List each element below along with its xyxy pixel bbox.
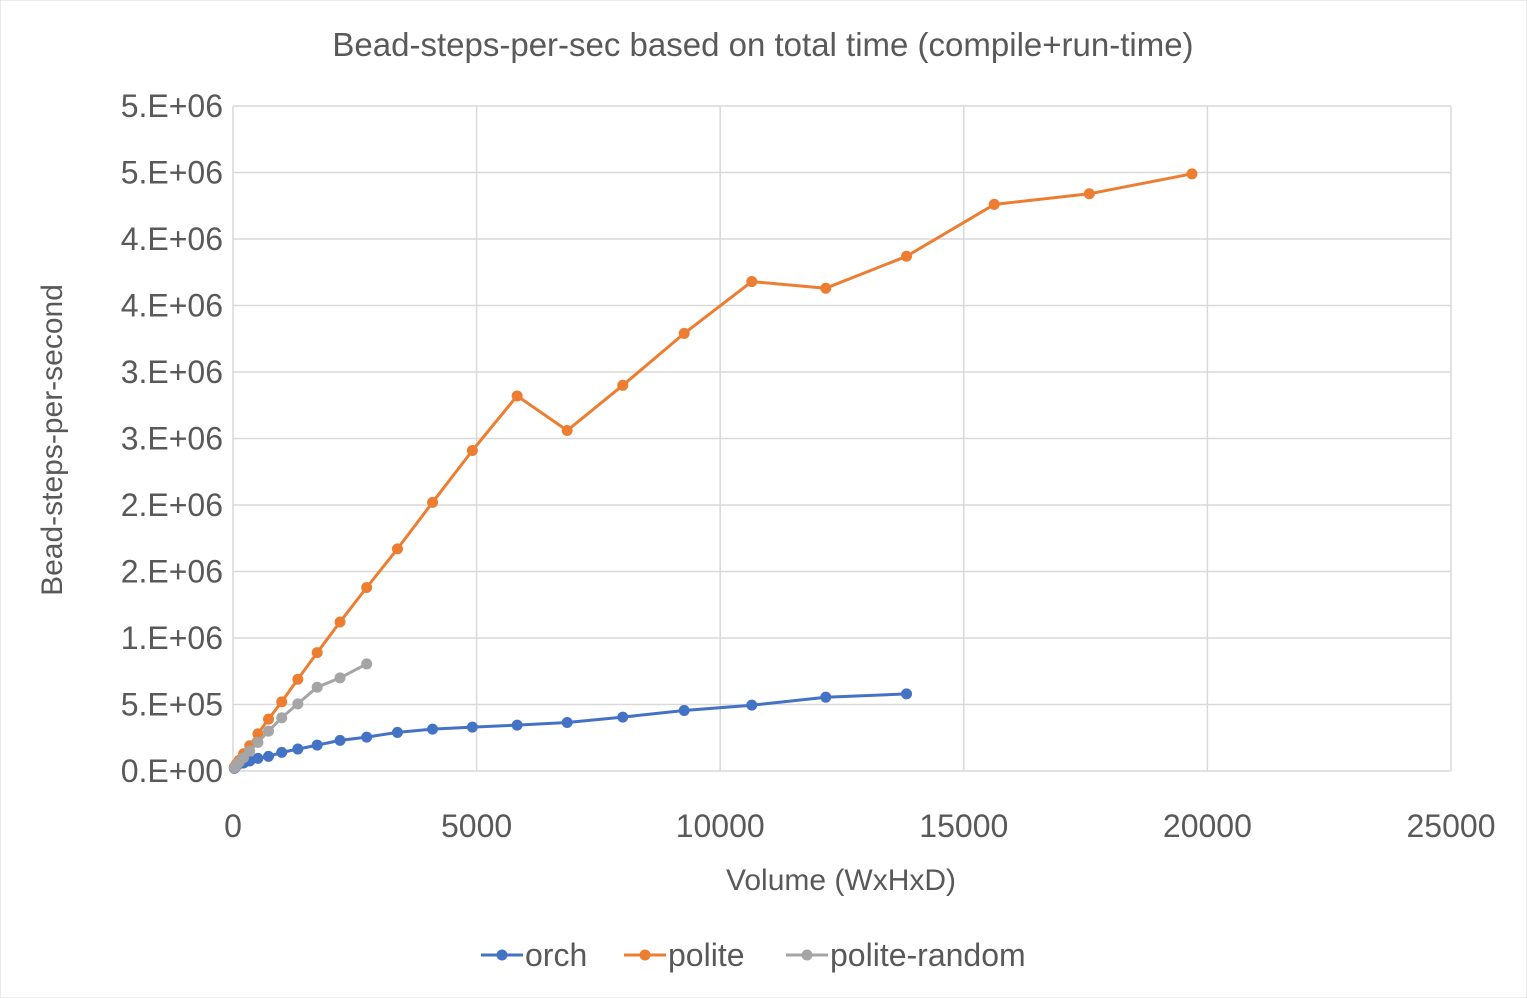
y-tick-label: 3.E+06: [121, 421, 223, 457]
y-tick-label: 1.E+06: [121, 620, 223, 656]
data-point-polite: [1186, 168, 1198, 180]
data-point-orch: [511, 719, 523, 731]
data-point-orch: [252, 752, 264, 764]
data-point-polite-random: [311, 681, 323, 693]
data-point-polite: [617, 379, 629, 391]
legend-label: polite: [668, 937, 745, 973]
data-point-polite: [901, 250, 913, 262]
data-point-polite-random: [263, 725, 275, 737]
data-point-orch: [617, 711, 629, 723]
y-tick-label: 4.E+06: [121, 221, 223, 257]
data-point-polite-random: [276, 712, 288, 724]
legend: orch polite polite-random: [481, 937, 1026, 973]
data-point-orch: [391, 726, 403, 738]
data-point-orch: [678, 704, 690, 716]
gridlines: [232, 105, 1452, 772]
x-tick-label: 25000: [1407, 808, 1496, 844]
data-point-orch: [427, 723, 439, 735]
x-axis-title: Volume (WxHxD): [726, 864, 956, 897]
data-point-orch: [746, 699, 758, 711]
data-point-polite: [746, 276, 758, 288]
x-tick-label: 15000: [919, 808, 1008, 844]
x-tick-label: 0: [224, 808, 242, 844]
legend-swatch-marker: [801, 949, 813, 961]
y-axis-ticks: 0.E+00 5.E+05 1.E+06 2.E+06 2.E+06 3.E+06 3.E+…: [121, 88, 223, 789]
y-tick-label: 5.E+05: [121, 687, 223, 723]
data-point-polite: [263, 713, 275, 725]
data-point-orch: [334, 734, 346, 746]
x-axis-ticks: 0 5000 10000 15000 20000 25000: [224, 808, 1495, 844]
data-point-orch: [263, 750, 275, 762]
data-point-polite: [361, 581, 373, 593]
data-point-polite: [252, 728, 264, 740]
data-point-polite-random: [334, 672, 346, 684]
data-point-polite-random: [361, 658, 373, 670]
data-point-polite: [1083, 188, 1095, 200]
legend-swatch-marker: [496, 949, 508, 961]
data-point-polite: [511, 390, 523, 402]
data-point-polite: [311, 647, 323, 659]
legend-item-polite-random: polite-random: [786, 937, 1026, 973]
series-polite-random: [228, 658, 373, 774]
data-point-orch: [361, 731, 373, 743]
x-tick-label: 10000: [676, 808, 765, 844]
x-tick-label: 5000: [441, 808, 512, 844]
data-point-polite: [466, 444, 478, 456]
legend-label: polite-random: [830, 937, 1026, 973]
data-point-orch: [820, 691, 832, 703]
data-point-orch: [276, 746, 288, 758]
data-point-polite: [678, 327, 690, 339]
legend-item-polite: polite: [624, 937, 745, 973]
data-point-orch: [466, 721, 478, 733]
series-lines: [228, 168, 1198, 774]
data-point-orch: [292, 743, 304, 755]
x-tick-label: 20000: [1163, 808, 1252, 844]
data-point-polite: [292, 673, 304, 685]
data-point-polite: [391, 543, 403, 555]
data-point-orch: [901, 688, 913, 700]
legend-label: orch: [525, 937, 587, 973]
y-tick-label: 2.E+06: [121, 487, 223, 523]
y-tick-label: 5.E+06: [121, 155, 223, 191]
data-point-polite: [820, 282, 832, 294]
y-tick-label: 3.E+06: [121, 354, 223, 390]
data-point-polite: [988, 198, 1000, 210]
data-point-orch: [561, 716, 573, 728]
chart-title: Bead-steps-per-sec based on total time (…: [332, 26, 1193, 63]
legend-item-orch: orch: [481, 937, 587, 973]
data-point-polite: [561, 425, 573, 437]
data-point-polite-random: [244, 745, 256, 757]
data-point-polite: [427, 496, 439, 508]
data-point-polite-random: [252, 736, 264, 748]
y-tick-label: 0.E+00: [121, 753, 223, 789]
data-point-polite: [334, 616, 346, 628]
y-axis-title: Bead-steps-per-second: [36, 284, 69, 596]
y-tick-label: 2.E+06: [121, 554, 223, 590]
data-point-polite-random: [292, 698, 304, 710]
y-tick-label: 4.E+06: [121, 288, 223, 324]
data-point-orch: [311, 739, 323, 751]
data-point-polite: [276, 696, 288, 708]
legend-swatch-marker: [639, 949, 651, 961]
y-tick-label: 5.E+06: [121, 88, 223, 124]
